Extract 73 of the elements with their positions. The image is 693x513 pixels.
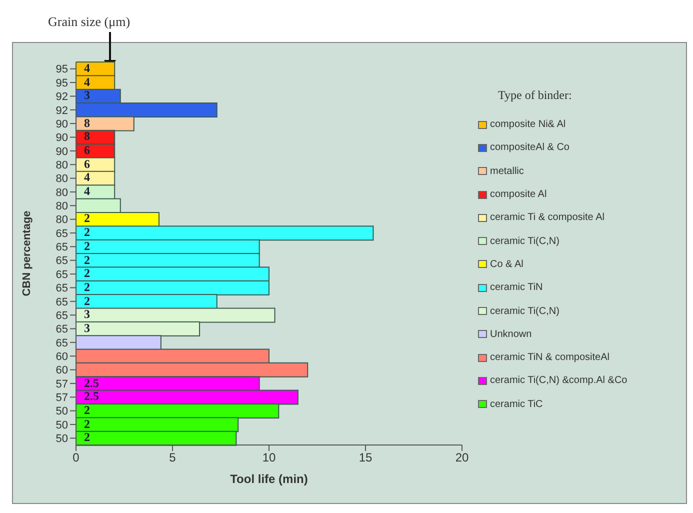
y-tick-label: 80 [56, 159, 68, 172]
legend-label: ceramic Ti & composite Al [490, 212, 604, 224]
y-tick-label: 90 [56, 118, 68, 130]
y-axis-title: CBN percentage [20, 210, 33, 296]
x-axis-title: Tool life (min) [230, 472, 308, 486]
legend-label: composite Ni& Al [490, 119, 566, 130]
annotation: 2 [84, 402, 90, 418]
annotation: 3 [84, 88, 90, 104]
annotation: 2 [84, 280, 90, 295]
annotation: 2 [84, 225, 90, 240]
legend-label: ceramic TiN & compositeAl [490, 352, 610, 364]
x-tick-label: 0 [72, 450, 80, 465]
annotation: 8 [84, 129, 90, 144]
y-tick-label: 50 [56, 433, 68, 446]
legend-label: Unknown [490, 328, 532, 340]
y-tick-label: 65 [56, 337, 68, 350]
x-tick-label: 15 [358, 450, 372, 465]
legend-label: ceramic Ti(C,N) [490, 236, 560, 247]
x-tick-label: 20 [455, 450, 469, 465]
legend-title: Type of binder: [498, 88, 573, 103]
annotation: 2 [84, 294, 90, 308]
legend-label: compositeAl & Co [490, 142, 570, 154]
legend-label: Co & Al [490, 258, 524, 270]
y-tick-label: 80 [56, 200, 68, 213]
annotation: 2 [84, 238, 90, 254]
y-tick-label: 65 [56, 268, 68, 281]
y-tick-label: 80 [56, 186, 68, 199]
y-tick-label: 65 [56, 296, 68, 308]
y-tick-label: 65 [56, 324, 68, 336]
y-tick-label: 95 [56, 77, 68, 90]
y-tick-label: 65 [56, 242, 68, 254]
y-tick-label: 90 [56, 132, 68, 144]
legend-label: ceramic Ti(C,N) &comp.Al &Co [490, 375, 628, 386]
legend-label: composite Al [490, 189, 547, 200]
y-tick-label: 50 [56, 419, 68, 432]
y-tick-label: 80 [56, 173, 68, 186]
text: Grain size (μm) [48, 14, 130, 30]
y-tick-label: 95 [56, 64, 68, 76]
y-tick-label: 60 [56, 364, 68, 377]
y-tick-label: 92 [56, 104, 68, 117]
annotation: 8 [84, 116, 90, 130]
annotation: 2 [84, 416, 90, 432]
legend-label: metallic [490, 166, 524, 177]
y-tick-label: 80 [56, 214, 68, 226]
y-tick-label: 90 [56, 146, 68, 158]
annotation: 3 [84, 307, 90, 322]
y-tick-label: 60 [56, 350, 68, 363]
x-tick-label: 10 [262, 450, 276, 465]
annotation: 2.5 [84, 389, 99, 404]
legend-label: ceramic TiN [490, 282, 543, 294]
y-tick-label: 50 [56, 406, 68, 418]
y-tick-label: 92 [56, 91, 68, 104]
annotation: 6 [84, 143, 90, 158]
annotation: 2 [84, 266, 90, 281]
y-tick-label: 57 [56, 378, 68, 390]
annotation: 3 [84, 320, 90, 336]
annotation: 4 [84, 61, 90, 76]
y-tick-label: 65 [56, 282, 68, 295]
annotation: 6 [84, 156, 90, 172]
legend-label: ceramic TiC [490, 398, 543, 410]
y-tick-label: 57 [56, 392, 68, 404]
annotation: 2 [84, 211, 90, 226]
legend-label: ceramic Ti(C,N) [490, 306, 560, 317]
annotation: 2 [84, 252, 90, 268]
x-tick-label: 5 [169, 450, 176, 465]
annotation: 2 [84, 430, 90, 445]
annotation: 4 [84, 74, 90, 90]
y-tick-label: 65 [56, 255, 68, 268]
annotation: 4 [84, 184, 90, 199]
annotation: 2.5 [84, 376, 99, 390]
annotation: 4 [84, 170, 90, 186]
y-tick-label: 65 [56, 228, 68, 240]
y-tick-label: 65 [56, 310, 68, 322]
